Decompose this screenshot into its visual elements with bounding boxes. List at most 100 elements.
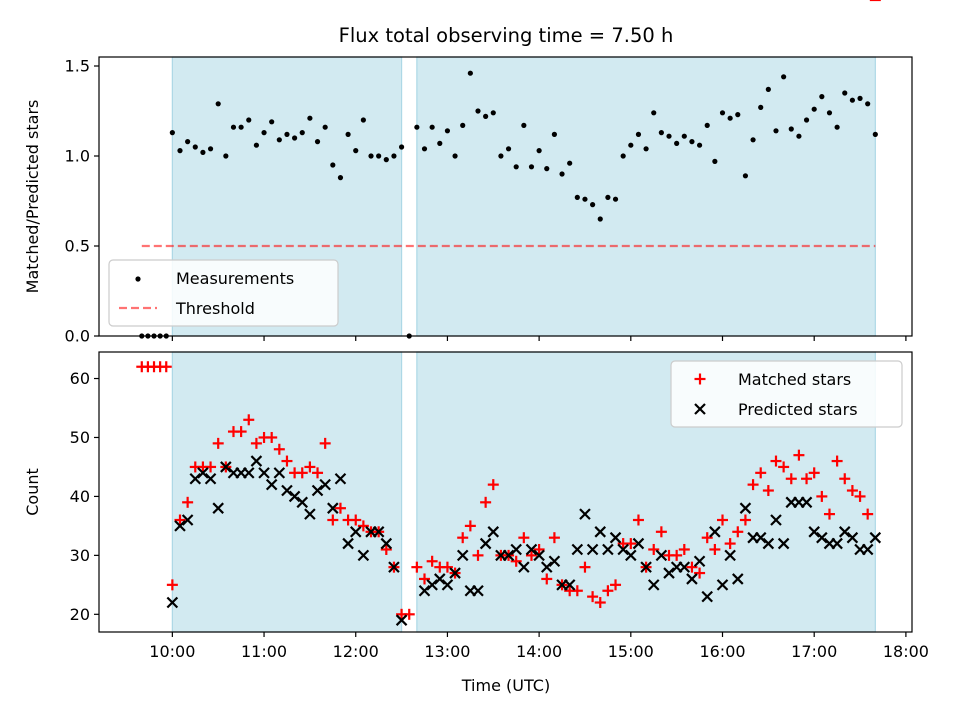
measurement-point: [145, 333, 151, 339]
predicted-star-point: [716, 579, 729, 591]
measurement-point: [360, 117, 366, 123]
x-tick-label: 18:00: [883, 642, 929, 661]
measurement-point: [261, 130, 267, 136]
measurement-point: [544, 166, 550, 172]
matched-star-point: [648, 543, 660, 555]
predicted-star-point: [571, 543, 584, 556]
predicted-star-point: [625, 549, 637, 562]
measurement-point: [689, 139, 695, 145]
predicted-star-point: [434, 573, 446, 585]
measurement-point: [811, 106, 817, 112]
y-tick-label: 0.5: [65, 237, 90, 256]
observing-window-band: [416, 56, 876, 337]
x-tick-label: 13:00: [424, 642, 470, 661]
measurement-point: [276, 137, 282, 143]
measurement-point: [612, 196, 619, 202]
measurement-point: [651, 110, 657, 116]
predicted-star-point: [869, 531, 882, 544]
matched-star-point: [602, 585, 614, 597]
matched-star-point: [357, 520, 369, 532]
measurement-point: [200, 149, 206, 155]
x-tick-label: 12:00: [333, 642, 379, 661]
predicted-star-point: [479, 537, 492, 550]
matched-star-point: [480, 496, 492, 508]
matched-star-point: [747, 479, 759, 491]
matched-star-point: [250, 437, 262, 449]
y-tick-label: 40: [70, 487, 90, 506]
measurement-point: [567, 160, 573, 166]
predicted-star-point: [304, 508, 316, 520]
matched-star-point: [755, 467, 767, 479]
measurement-point: [177, 148, 183, 154]
predicted-star-point: [647, 579, 660, 591]
measurement-point: [406, 333, 412, 339]
legend: Matched stars Predicted stars: [670, 360, 903, 428]
matched-star-point: [770, 455, 782, 467]
measurement-point: [796, 133, 802, 139]
measurement-point: [521, 122, 527, 128]
matched-star-point: [816, 490, 828, 502]
measurement-point: [658, 130, 664, 136]
measurement-point: [857, 95, 863, 101]
y-tick-label: 20: [70, 605, 90, 624]
matched-star-point: [266, 431, 278, 443]
measurement-point: [704, 122, 710, 128]
measurement-point: [674, 140, 680, 146]
matched-star-point: [312, 467, 324, 479]
matched-star-point: [701, 532, 713, 544]
predicted-star-point: [380, 537, 393, 550]
legend-label: Predicted stars: [738, 400, 858, 419]
matched-star-point: [296, 467, 308, 479]
matched-star-point: [579, 561, 591, 573]
predicted-star-point: [586, 543, 599, 556]
measurement-point: [758, 104, 764, 110]
predicted-star-point: [441, 579, 454, 591]
matched-star-point: [327, 514, 339, 526]
predicted-star-point: [349, 526, 362, 538]
measurement-point: [490, 110, 496, 116]
predicted-star-point: [487, 526, 500, 538]
predicted-star-point: [472, 584, 484, 597]
measurement-point: [513, 164, 519, 170]
measurement-point: [299, 130, 305, 136]
predicted-star-point: [808, 526, 820, 538]
predicted-star-point: [525, 543, 538, 556]
measurement-point: [223, 153, 229, 159]
measurement-point: [398, 144, 405, 150]
predicted-star-point: [456, 549, 469, 562]
measurement-point: [246, 117, 252, 123]
matched-star-point: [671, 549, 683, 561]
x-tick-label: 15:00: [608, 642, 654, 661]
predicted-star-point: [449, 567, 461, 579]
predicted-star-point: [388, 561, 400, 573]
measurement-point: [376, 153, 382, 159]
matched-star-point: [724, 538, 736, 550]
matched-star-point: [441, 561, 453, 573]
measurement-point: [322, 124, 328, 130]
predicted-star-point: [189, 472, 202, 485]
predicted-star-point: [166, 596, 179, 609]
matched-star-point: [212, 437, 224, 449]
matched-star-point: [464, 520, 476, 532]
measurement-point: [157, 333, 163, 339]
predicted-star-point: [181, 514, 194, 526]
predicted-star-point: [250, 455, 263, 467]
matched-star-point: [235, 426, 247, 438]
predicted-star-point: [701, 590, 713, 603]
predicted-star-point: [693, 555, 706, 568]
predicted-star-point: [212, 502, 224, 514]
predicted-star-point: [197, 467, 209, 479]
predicted-star-point: [602, 543, 614, 556]
measurement-point: [597, 216, 603, 222]
matched-star-point: [686, 561, 698, 573]
measurement-point: [368, 153, 374, 159]
predicted-star-point: [754, 531, 767, 544]
measurement-point: [681, 133, 687, 139]
predicted-star-point: [273, 467, 286, 479]
predicted-star-point: [426, 579, 438, 591]
legend-label: Matched stars: [738, 370, 851, 389]
matched-star-point: [174, 514, 186, 526]
ratio-panel: 0.0 0.5 1.0 1.5 Matched/Predicted stars Measu…: [23, 56, 913, 346]
y-axis-label: Count: [23, 468, 42, 516]
measurement-point: [444, 128, 451, 134]
